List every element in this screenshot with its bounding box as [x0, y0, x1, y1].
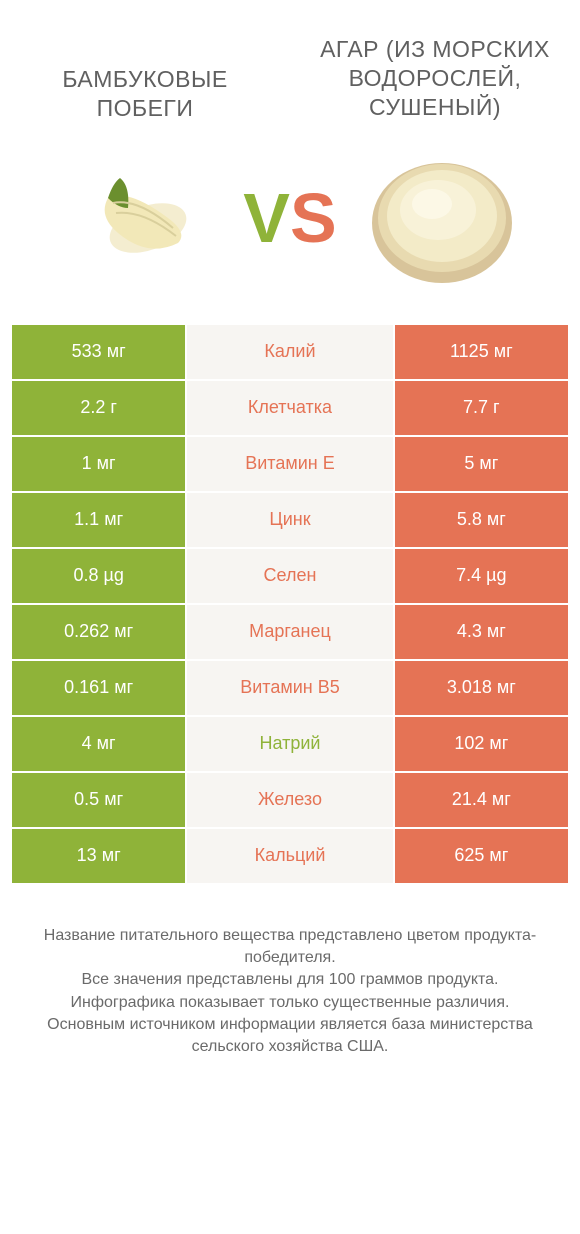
agar-powder-icon — [362, 138, 522, 298]
value-right: 3.018 мг — [394, 660, 569, 716]
table-row: 0.5 мгЖелезо21.4 мг — [11, 772, 569, 828]
product-left-title: БАМБУКОВЫЕ ПОБЕГИ — [30, 65, 260, 123]
value-right: 5.8 мг — [394, 492, 569, 548]
value-right: 21.4 мг — [394, 772, 569, 828]
table-row: 13 мгКальций625 мг — [11, 828, 569, 884]
value-right: 5 мг — [394, 436, 569, 492]
product-right-title: АГАР (ИЗ МОРСКИХ ВОДОРОСЛЕЙ, СУШЕНЫЙ) — [320, 35, 550, 121]
value-right: 7.4 µg — [394, 548, 569, 604]
table-row: 4 мгНатрий102 мг — [11, 716, 569, 772]
nutrient-label: Витамин E — [186, 436, 393, 492]
table-row: 1 мгВитамин E5 мг — [11, 436, 569, 492]
vs-row: VS — [0, 133, 580, 323]
footer-notes: Название питательного вещества представл… — [0, 885, 580, 1059]
value-right: 102 мг — [394, 716, 569, 772]
nutrient-label: Марганец — [186, 604, 393, 660]
value-left: 0.5 мг — [11, 772, 186, 828]
nutrient-label: Кальций — [186, 828, 393, 884]
bamboo-shoot-icon — [58, 138, 218, 298]
vs-s: S — [290, 179, 337, 257]
nutrient-label: Клетчатка — [186, 380, 393, 436]
vs-v: V — [243, 179, 290, 257]
footer-line: Название питательного вещества представл… — [30, 925, 550, 970]
nutrient-label: Натрий — [186, 716, 393, 772]
table-row: 533 мгКалий1125 мг — [11, 324, 569, 380]
value-left: 1.1 мг — [11, 492, 186, 548]
nutrient-table: 533 мгКалий1125 мг2.2 гКлетчатка7.7 г1 м… — [10, 323, 570, 885]
nutrient-label: Селен — [186, 548, 393, 604]
footer-line: Основным источником информации является … — [30, 1014, 550, 1059]
table-row: 0.262 мгМарганец4.3 мг — [11, 604, 569, 660]
nutrient-label: Калий — [186, 324, 393, 380]
nutrient-label: Железо — [186, 772, 393, 828]
value-left: 13 мг — [11, 828, 186, 884]
footer-line: Инфографика показывает только существенн… — [30, 992, 550, 1014]
nutrient-label: Витамин B5 — [186, 660, 393, 716]
table-row: 0.161 мгВитамин B53.018 мг — [11, 660, 569, 716]
value-left: 0.161 мг — [11, 660, 186, 716]
value-left: 4 мг — [11, 716, 186, 772]
value-left: 0.262 мг — [11, 604, 186, 660]
table-row: 1.1 мгЦинк5.8 мг — [11, 492, 569, 548]
table-row: 2.2 гКлетчатка7.7 г — [11, 380, 569, 436]
header: БАМБУКОВЫЕ ПОБЕГИ АГАР (ИЗ МОРСКИХ ВОДОР… — [0, 0, 580, 133]
value-left: 0.8 µg — [11, 548, 186, 604]
value-right: 7.7 г — [394, 380, 569, 436]
vs-label: VS — [243, 183, 336, 253]
value-right: 625 мг — [394, 828, 569, 884]
value-left: 1 мг — [11, 436, 186, 492]
value-right: 1125 мг — [394, 324, 569, 380]
value-left: 533 мг — [11, 324, 186, 380]
table-row: 0.8 µgСелен7.4 µg — [11, 548, 569, 604]
value-right: 4.3 мг — [394, 604, 569, 660]
value-left: 2.2 г — [11, 380, 186, 436]
nutrient-label: Цинк — [186, 492, 393, 548]
footer-line: Все значения представлены для 100 граммо… — [30, 969, 550, 991]
